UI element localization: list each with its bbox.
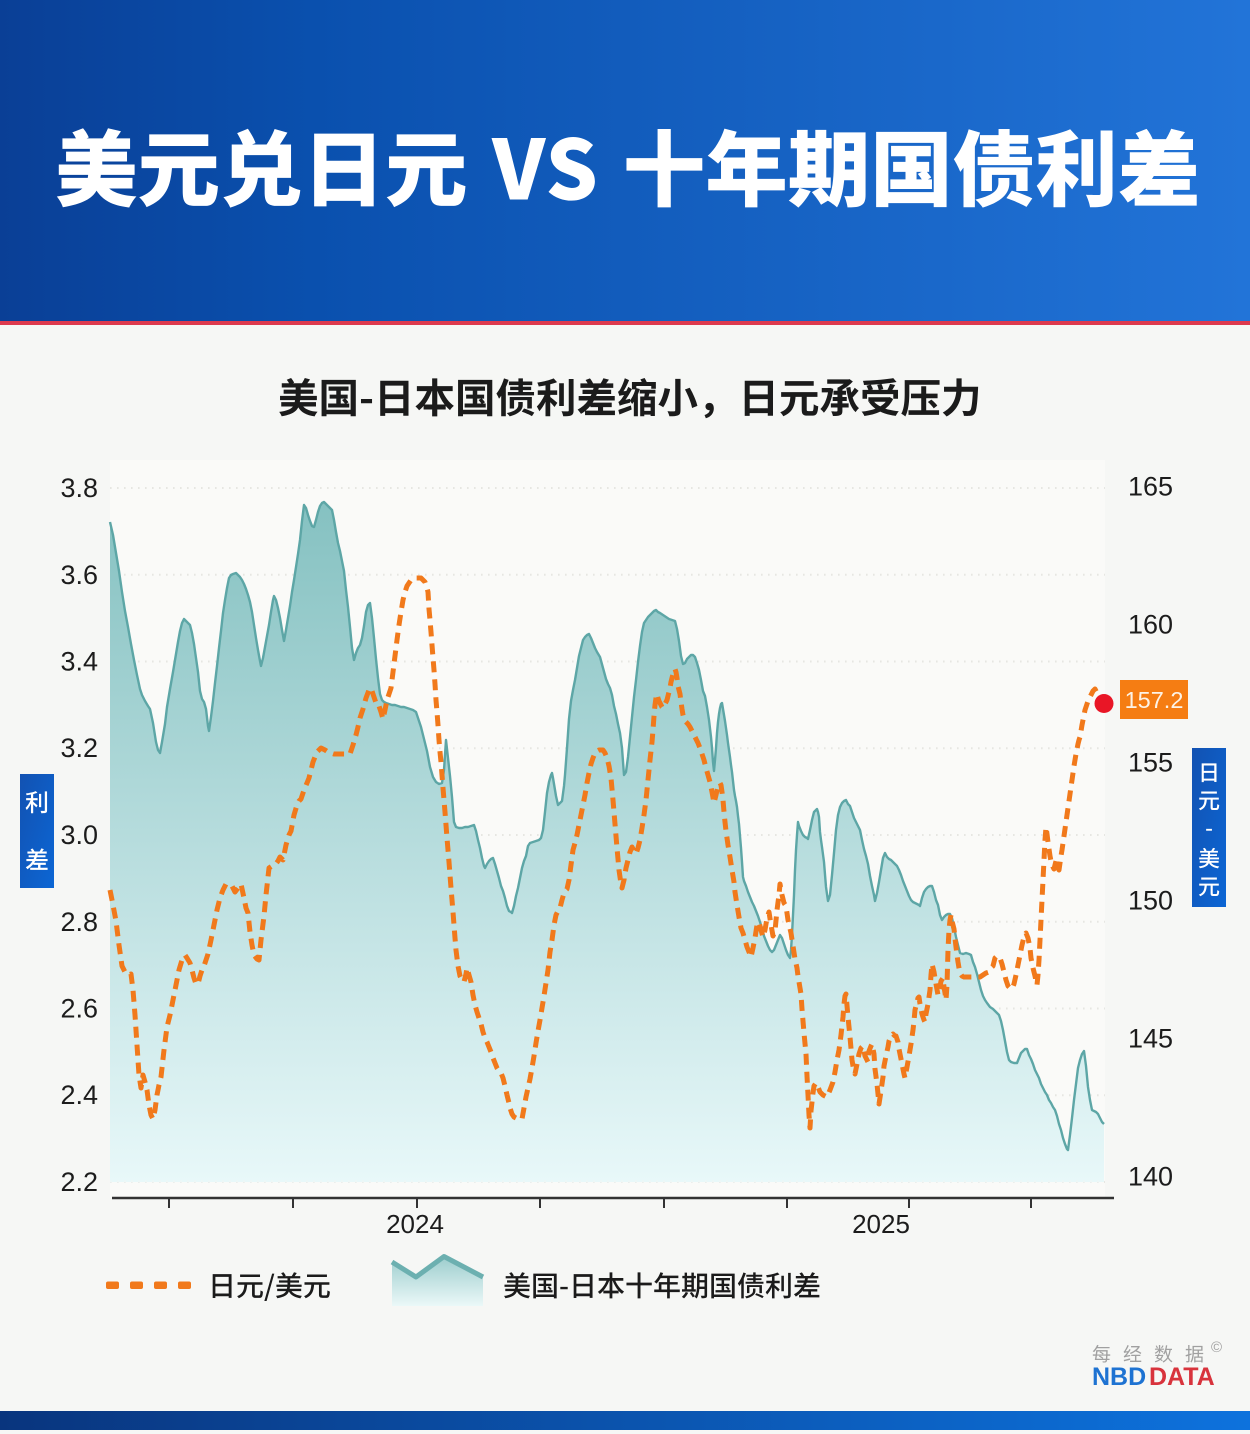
- svg-text:165: 165: [1128, 472, 1173, 502]
- svg-text:©: ©: [1211, 1339, 1222, 1356]
- svg-text:160: 160: [1128, 610, 1173, 640]
- svg-text:3.6: 3.6: [60, 560, 98, 590]
- svg-text:2.4: 2.4: [60, 1080, 98, 1110]
- svg-text:2.2: 2.2: [60, 1167, 98, 1197]
- svg-text:2.6: 2.6: [60, 994, 98, 1024]
- svg-text:157.2: 157.2: [1125, 687, 1184, 713]
- svg-text:155: 155: [1128, 748, 1173, 778]
- svg-text:2025: 2025: [852, 1209, 910, 1239]
- svg-text:2024: 2024: [386, 1209, 444, 1239]
- svg-text:3.0: 3.0: [60, 820, 98, 850]
- svg-text:2.8: 2.8: [60, 907, 98, 937]
- svg-text:150: 150: [1128, 886, 1173, 916]
- svg-text:140: 140: [1128, 1162, 1173, 1192]
- svg-text:3.4: 3.4: [60, 647, 98, 677]
- svg-text:NBD: NBD: [1092, 1363, 1146, 1391]
- svg-text:145: 145: [1128, 1024, 1173, 1054]
- svg-text:DATA: DATA: [1149, 1363, 1215, 1391]
- svg-text:3.2: 3.2: [60, 733, 98, 763]
- svg-text:3.8: 3.8: [60, 473, 98, 503]
